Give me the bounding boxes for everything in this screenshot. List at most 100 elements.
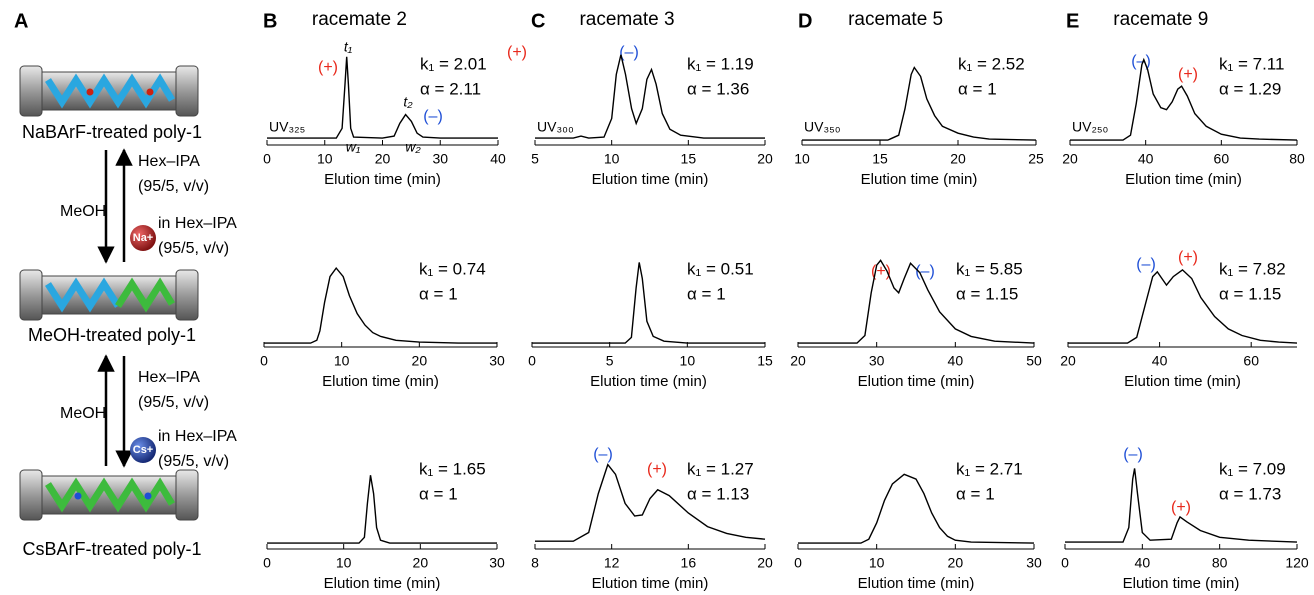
x-tick-label: 20 <box>790 353 806 369</box>
panel-label: D <box>798 10 812 32</box>
alpha-label: α = 1 <box>419 484 458 503</box>
ion-icon <box>130 225 156 251</box>
state-label: CsBArF-treated poly-1 <box>22 539 201 559</box>
ion-label: Na+ <box>133 232 154 244</box>
chromatogram-trace <box>264 266 497 344</box>
chromatogram-trace <box>1070 57 1298 141</box>
k1-label: k₁ = 1.19 <box>687 54 754 73</box>
peak-label: (–) <box>1136 256 1156 273</box>
alpha-label: α = 1 <box>958 79 997 98</box>
x-axis-label: Elution time (min) <box>590 373 707 390</box>
state-label: NaBArF-treated poly-1 <box>22 122 202 142</box>
alpha-label: α = 1 <box>956 484 995 503</box>
x-tick-label: 60 <box>1243 353 1259 369</box>
alpha-label: α = 1 <box>419 284 458 303</box>
x-tick-label: 15 <box>681 151 697 167</box>
x-tick-label: 30 <box>489 353 505 369</box>
x-tick-label: 80 <box>1212 555 1228 571</box>
column-cs <box>19 469 199 521</box>
x-tick-label: 15 <box>757 353 773 369</box>
alpha-label: α = 2.11 <box>420 79 481 98</box>
peak-label: (+) <box>1178 66 1198 83</box>
peak-mark: w₁ <box>346 139 361 155</box>
step-label: MeOH <box>60 405 106 422</box>
x-axis-label: Elution time (min) <box>858 373 975 390</box>
alpha-label: α = 1.15 <box>1219 284 1281 303</box>
peak-label: (+) <box>1178 249 1198 266</box>
x-axis-label: Elution time (min) <box>592 171 709 188</box>
ion-icon <box>130 437 156 463</box>
x-tick-label: 10 <box>680 353 696 369</box>
x-tick-label: 20 <box>948 555 964 571</box>
x-tick-label: 30 <box>1026 555 1042 571</box>
step-label: (95/5, v/v) <box>138 178 209 195</box>
chart-title: racemate 3 <box>579 9 674 30</box>
panel-label: E <box>1066 10 1079 32</box>
panel-a: A NaBArF-treated poly-1 MeOH-treated pol… <box>14 10 237 558</box>
x-tick-label: 20 <box>413 555 429 571</box>
x-tick-label: 15 <box>872 151 888 167</box>
k1-label: k₁ = 5.85 <box>956 259 1023 278</box>
step-label: in Hex–IPA <box>158 428 237 445</box>
x-tick-label: 40 <box>1138 151 1154 167</box>
x-tick-label: 40 <box>948 353 964 369</box>
detector-label: UV₃₀₀ <box>537 119 574 135</box>
chromatogram-trace <box>798 473 1035 544</box>
x-tick-label: 20 <box>1060 353 1076 369</box>
detector-label: UV₂₅₀ <box>1072 119 1109 135</box>
chromatogram-trace <box>798 259 1035 344</box>
x-axis-label: Elution time (min) <box>858 575 975 592</box>
x-tick-label: 20 <box>375 151 391 167</box>
chart-title: racemate 9 <box>1113 9 1208 30</box>
x-tick-label: 40 <box>490 151 506 167</box>
panel-label: B <box>263 10 277 32</box>
x-axis-label: Elution time (min) <box>861 171 978 188</box>
x-tick-label: 10 <box>334 353 350 369</box>
peak-label: (–) <box>423 108 443 125</box>
x-axis-label: Elution time (min) <box>1123 575 1240 592</box>
x-axis-label: Elution time (min) <box>592 575 709 592</box>
x-tick-label: 20 <box>950 151 966 167</box>
x-tick-label: 20 <box>757 555 773 571</box>
step-label: Hex–IPA <box>138 153 200 170</box>
peak-mark: t₂ <box>403 94 413 110</box>
x-tick-label: 0 <box>260 353 268 369</box>
alpha-label: α = 1.29 <box>1219 79 1281 98</box>
peak-label: (+) <box>647 461 667 478</box>
x-tick-label: 50 <box>1026 353 1042 369</box>
x-tick-label: 10 <box>317 151 333 167</box>
chromatogram-trace <box>1065 468 1298 543</box>
k1-label: k₁ = 7.09 <box>1219 459 1286 478</box>
panel-label: A <box>14 10 28 32</box>
peak-label: (+) <box>1171 499 1191 516</box>
chart-title: racemate 5 <box>848 9 943 30</box>
peak-label: (–) <box>915 263 935 280</box>
alpha-label: α = 1.36 <box>687 79 749 98</box>
chromatogram-trace <box>532 262 765 344</box>
alpha-label: α = 1 <box>687 284 726 303</box>
x-tick-label: 30 <box>869 353 885 369</box>
x-tick-label: 10 <box>336 555 352 571</box>
x-tick-label: 10 <box>869 555 885 571</box>
peak-mark: w₂ <box>405 139 421 155</box>
x-tick-label: 12 <box>604 555 620 571</box>
column-meoh <box>19 269 199 321</box>
x-tick-label: 0 <box>794 555 802 571</box>
column-na <box>19 65 199 117</box>
chromatogram-trace <box>535 463 766 542</box>
x-axis-label: Elution time (min) <box>322 373 439 390</box>
peak-label: (–) <box>593 446 613 463</box>
step-label: in Hex–IPA <box>158 215 237 232</box>
x-tick-label: 0 <box>1061 555 1069 571</box>
step-label: Hex–IPA <box>138 369 200 386</box>
x-tick-label: 5 <box>606 353 614 369</box>
step-label: (95/5, v/v) <box>158 453 229 470</box>
x-tick-label: 10 <box>794 151 810 167</box>
x-axis-label: Elution time (min) <box>324 575 441 592</box>
ion-label: Cs+ <box>133 444 154 456</box>
k1-label: k₁ = 1.27 <box>687 459 754 478</box>
x-tick-label: 8 <box>531 555 539 571</box>
x-axis-label: Elution time (min) <box>324 171 441 188</box>
peak-label: (+) <box>318 59 338 76</box>
